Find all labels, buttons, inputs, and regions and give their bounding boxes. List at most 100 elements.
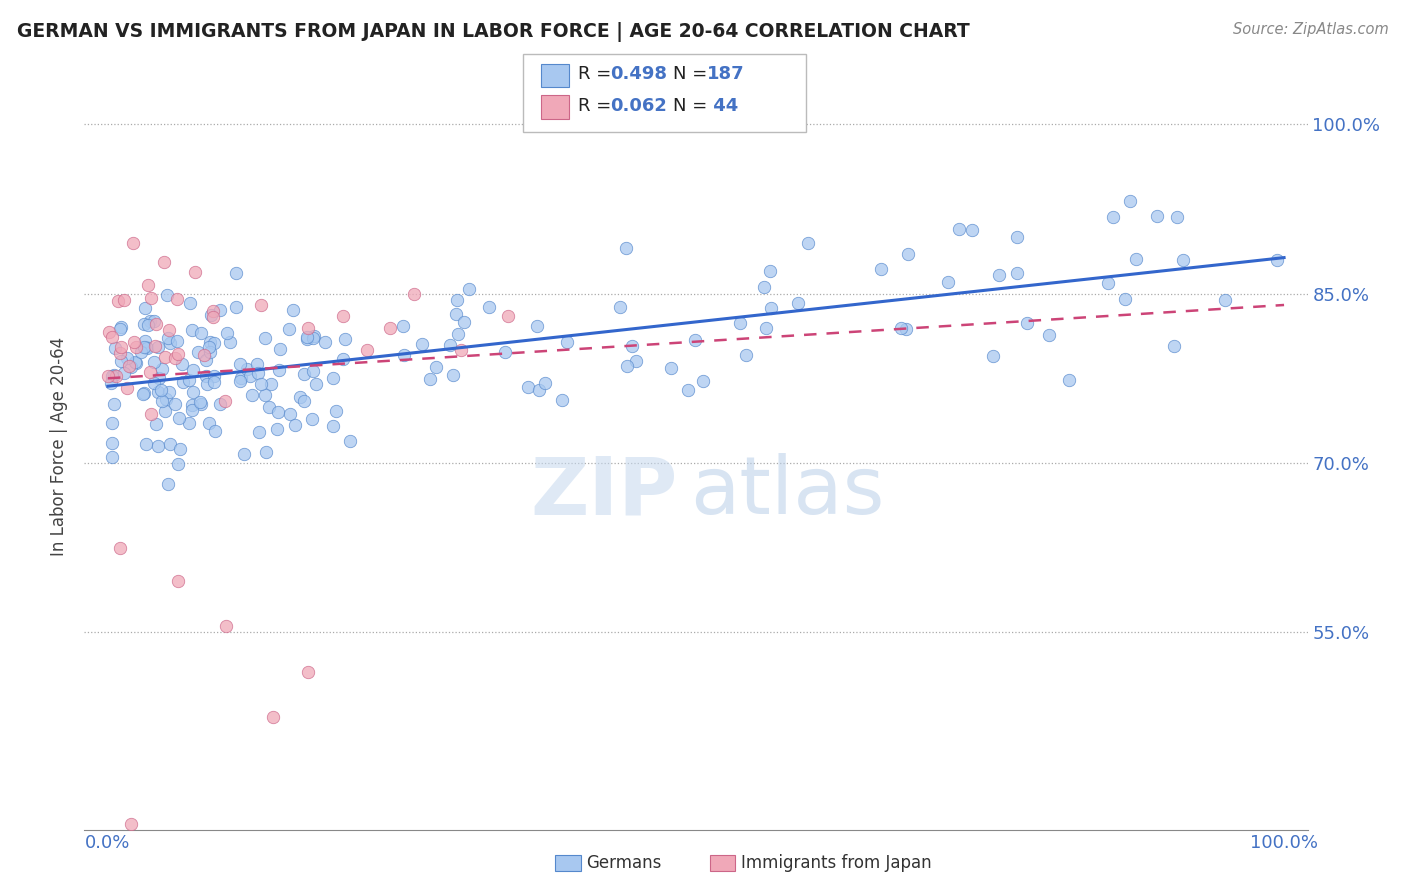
- Point: [209, 397, 232, 411]
- Point: [283, 303, 305, 318]
- Point: [190, 396, 212, 410]
- Point: [676, 384, 699, 398]
- Point: [118, 359, 141, 374]
- Point: [453, 315, 475, 329]
- Point: [444, 307, 467, 321]
- Point: [239, 368, 262, 383]
- Point: [135, 340, 157, 354]
- Point: [101, 369, 124, 384]
- Point: [478, 300, 501, 314]
- Point: [141, 408, 163, 422]
- Point: [228, 357, 250, 371]
- Point: [322, 370, 344, 384]
- Point: [165, 397, 187, 411]
- Point: [108, 541, 131, 555]
- Point: [269, 363, 291, 377]
- Point: [1171, 252, 1194, 267]
- Point: [1038, 327, 1060, 342]
- Point: [145, 417, 167, 431]
- Point: [787, 296, 810, 310]
- Point: [894, 322, 917, 336]
- Point: [101, 450, 124, 465]
- Point: [204, 424, 226, 438]
- Point: [1059, 373, 1081, 387]
- Point: [555, 335, 578, 350]
- Point: [1166, 211, 1188, 225]
- Point: [125, 356, 148, 370]
- Point: [225, 266, 247, 280]
- Point: [108, 346, 131, 360]
- Point: [240, 388, 263, 402]
- Point: [529, 384, 551, 398]
- Point: [150, 362, 173, 376]
- Point: [150, 394, 173, 409]
- Text: 0.498: 0.498: [610, 65, 668, 83]
- Point: [616, 359, 638, 374]
- Text: 44: 44: [707, 97, 738, 115]
- Point: [761, 301, 783, 316]
- Point: [134, 301, 156, 315]
- Point: [332, 352, 354, 367]
- Text: Source: ZipAtlas.com: Source: ZipAtlas.com: [1233, 22, 1389, 37]
- Point: [187, 345, 209, 359]
- Text: atlas: atlas: [690, 453, 884, 531]
- Point: [148, 384, 170, 399]
- Point: [292, 394, 315, 409]
- Point: [134, 386, 156, 401]
- Point: [236, 362, 259, 376]
- Point: [981, 350, 1004, 364]
- Point: [339, 434, 361, 449]
- Point: [232, 447, 254, 461]
- Point: [391, 319, 413, 334]
- Point: [104, 341, 127, 355]
- Point: [197, 416, 219, 430]
- Point: [143, 339, 166, 353]
- Point: [156, 330, 179, 344]
- Point: [132, 340, 155, 354]
- Point: [278, 408, 301, 422]
- Point: [325, 404, 347, 418]
- Point: [143, 314, 166, 328]
- Point: [1119, 194, 1142, 209]
- Point: [1102, 210, 1125, 224]
- Point: [380, 320, 402, 334]
- Point: [262, 710, 284, 724]
- Point: [136, 318, 159, 332]
- Point: [526, 318, 548, 333]
- Point: [295, 332, 318, 346]
- Point: [458, 282, 481, 296]
- Point: [948, 222, 970, 236]
- Point: [125, 340, 148, 354]
- Point: [181, 362, 204, 376]
- Point: [609, 300, 631, 314]
- Point: [146, 340, 169, 354]
- Point: [167, 574, 190, 589]
- Point: [177, 373, 200, 387]
- Point: [356, 343, 378, 357]
- Point: [167, 347, 190, 361]
- Point: [450, 343, 472, 357]
- Point: [295, 330, 318, 344]
- Point: [97, 325, 120, 339]
- Point: [292, 367, 315, 381]
- Point: [278, 322, 301, 336]
- Point: [1015, 316, 1038, 330]
- Point: [1213, 293, 1236, 307]
- Point: [134, 318, 156, 332]
- Point: [301, 412, 323, 426]
- Point: [167, 411, 190, 425]
- Point: [120, 359, 142, 374]
- Point: [225, 300, 247, 314]
- Point: [169, 442, 191, 456]
- Point: [105, 368, 128, 383]
- Point: [1265, 253, 1288, 268]
- Point: [153, 351, 176, 365]
- Point: [117, 351, 139, 366]
- Point: [110, 320, 132, 334]
- Text: R =: R =: [578, 65, 617, 83]
- Point: [269, 342, 291, 356]
- Point: [200, 344, 222, 359]
- Point: [1005, 230, 1028, 244]
- Point: [134, 334, 156, 349]
- Point: [734, 348, 756, 362]
